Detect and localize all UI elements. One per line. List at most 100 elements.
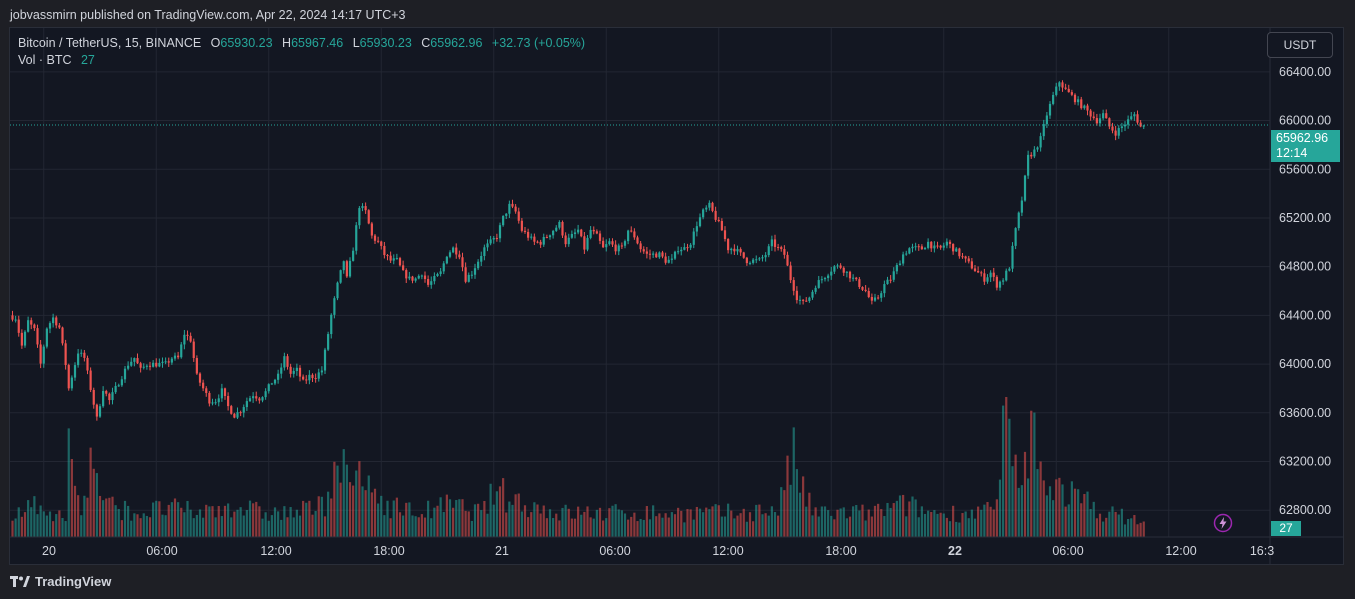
volume-bar — [752, 521, 755, 537]
candle-body — [164, 361, 167, 363]
candle-body — [330, 314, 333, 335]
candle-body — [986, 277, 989, 282]
candle-body — [477, 261, 480, 269]
footer-brand[interactable]: TradingView — [10, 574, 111, 589]
volume-bar — [836, 509, 839, 537]
currency-button[interactable]: USDT — [1267, 32, 1333, 58]
candle-body — [348, 260, 352, 277]
volume-bar — [1042, 480, 1045, 537]
x-tick-label: 06:00 — [146, 544, 177, 558]
volume-bar — [745, 521, 748, 537]
candle-body — [98, 406, 102, 417]
volume-value: 27 — [80, 53, 95, 67]
volume-bar — [980, 509, 983, 537]
candle-body — [673, 251, 677, 259]
volume-bar — [214, 517, 217, 537]
candle-body — [270, 383, 273, 385]
candle-body — [658, 252, 661, 258]
candle-body — [795, 290, 798, 301]
candle-body — [177, 355, 180, 358]
volume-bar — [1064, 506, 1067, 537]
volume-bar — [452, 507, 455, 537]
volume-bar — [486, 513, 489, 537]
volume-bar — [970, 509, 973, 537]
candle-body — [1120, 126, 1123, 129]
volume-bar — [386, 500, 389, 537]
symbol-title[interactable]: Bitcoin / TetherUS, 15, BINANCE — [18, 36, 202, 50]
candle-body — [639, 243, 642, 250]
volume-bar — [705, 507, 708, 537]
candle-body — [411, 276, 414, 281]
candle-body — [483, 247, 486, 256]
volume-bar — [148, 517, 152, 537]
volume-bar — [542, 505, 545, 537]
x-tick-label: 18:00 — [825, 544, 856, 558]
volume-bar — [392, 500, 395, 537]
candle-body — [80, 352, 83, 354]
candle-body — [95, 404, 98, 417]
candle-body — [373, 235, 377, 241]
candle-body — [686, 247, 689, 249]
chart-panel[interactable]: 62800.00 63200.00 63600.00 64000.00 64400.00… — [9, 27, 1344, 565]
candle-body — [1086, 105, 1089, 111]
candle-body — [55, 317, 58, 326]
volume-bar — [789, 484, 792, 537]
candle-body — [136, 358, 139, 364]
volume-bar — [733, 518, 736, 537]
candle-body — [1052, 94, 1055, 104]
volume-bar — [1027, 478, 1030, 537]
candle-body — [52, 317, 55, 324]
candle-body — [111, 392, 114, 401]
candle-body — [811, 291, 814, 298]
y-tick-label: 62800.00 — [1279, 503, 1331, 517]
volume-bar — [1092, 501, 1095, 537]
candle-body — [905, 253, 908, 255]
volume-bar — [311, 514, 314, 537]
candle-body — [989, 272, 992, 278]
candle-body — [820, 279, 823, 281]
candle-body — [308, 374, 311, 381]
candle-body — [352, 250, 355, 261]
candle-body — [170, 358, 173, 363]
volume-label[interactable]: Vol · BTC — [18, 53, 72, 67]
volume-bar — [136, 514, 139, 537]
candlestick-chart[interactable]: 62800.00 63200.00 63600.00 64000.00 64400.00… — [10, 28, 1343, 564]
candle-body — [886, 279, 889, 285]
volume-bar — [411, 515, 414, 537]
volume-bar — [273, 507, 277, 537]
volume-bar — [1017, 487, 1020, 537]
candle-body — [1061, 82, 1064, 88]
volume-bar — [1005, 397, 1008, 537]
volume-bar — [55, 514, 58, 537]
volume-bar — [580, 514, 583, 537]
x-tick-label: 18:00 — [373, 544, 404, 558]
y-tick-label: 65600.00 — [1279, 162, 1331, 176]
candle-body — [333, 298, 336, 315]
candle-body — [370, 223, 373, 236]
volume-bar — [861, 504, 864, 537]
volume-bar — [389, 518, 392, 537]
volume-bar — [448, 499, 452, 537]
lightning-bolt-icon[interactable] — [1213, 513, 1233, 533]
volume-bar — [161, 514, 164, 537]
candle-body — [155, 362, 158, 367]
volume-bar — [492, 504, 495, 537]
volume-bar — [230, 517, 233, 537]
volume-bar — [242, 515, 245, 537]
candle-body — [702, 209, 705, 218]
candle-body — [514, 206, 517, 212]
volume-bar — [536, 504, 539, 537]
candle-body — [630, 230, 633, 232]
candle-body — [995, 276, 998, 288]
volume-bar — [45, 515, 48, 537]
volume-bar — [758, 504, 761, 537]
candle-body — [761, 257, 764, 259]
volume-bar — [998, 479, 1002, 537]
candle-body — [717, 219, 720, 222]
volume-bar — [439, 497, 442, 537]
candle-body — [883, 284, 886, 294]
candle-body — [992, 272, 995, 277]
volume-bar — [848, 516, 852, 537]
volume-bar — [755, 504, 758, 537]
volume-bar — [770, 506, 773, 537]
